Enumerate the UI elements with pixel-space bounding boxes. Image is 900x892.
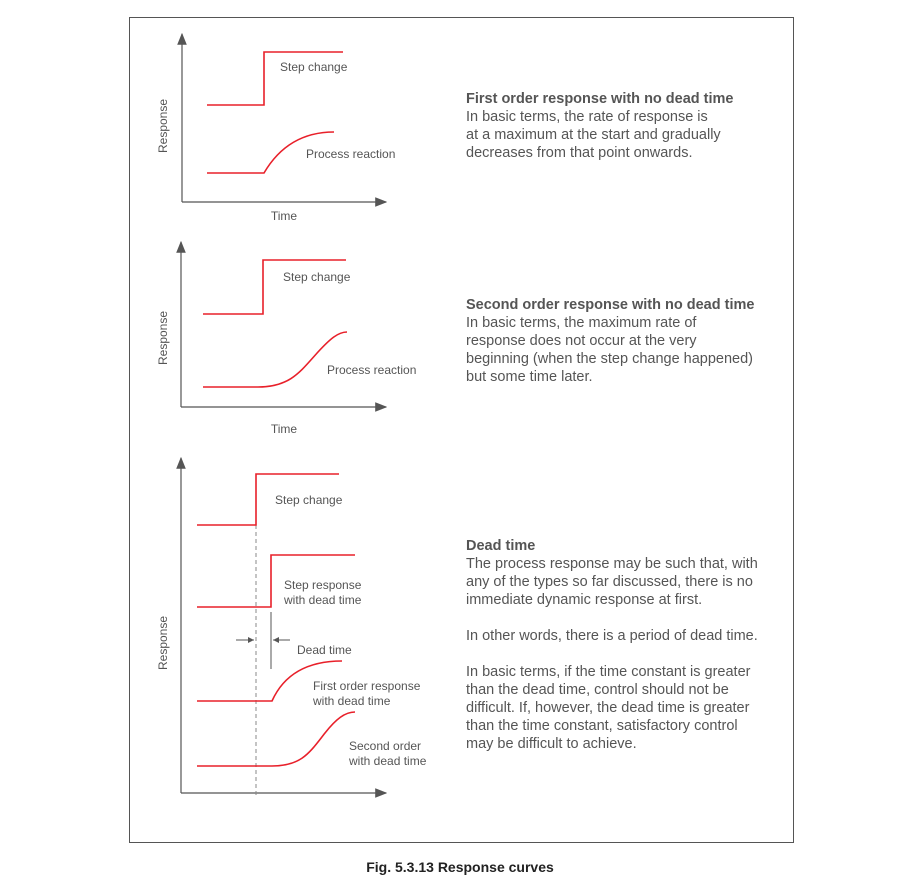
figure-caption: Fig. 5.3.13 Response curves	[366, 859, 554, 875]
step-change-label: Step change	[283, 270, 351, 284]
dead-time-label: Dead time	[297, 643, 352, 657]
first-order-label-1: First order response	[313, 679, 421, 693]
text-line: In basic terms, if the time constant is …	[466, 664, 751, 680]
dead-time-description: Dead time The process response may be su…	[466, 537, 758, 753]
second-order-title: Second order response with no dead time	[466, 297, 755, 313]
text-line: immediate dynamic response at first.	[466, 592, 703, 608]
text-line: difficult. If, however, the dead time is…	[466, 700, 750, 716]
y-axis-label: Response	[156, 99, 170, 153]
text-line: but some time later.	[466, 369, 593, 385]
second-order-label-2: with dead time	[348, 754, 427, 768]
diagram-first-order: Step change Process reaction Response Ti…	[156, 32, 395, 223]
step-change-line	[197, 473, 339, 526]
process-reaction-curve	[203, 331, 348, 388]
text-line: The process response may be such that, w…	[466, 556, 758, 572]
text-line: decreases from that point onwards.	[466, 145, 693, 161]
text-line: at a maximum at the start and gradually	[466, 127, 721, 143]
second-order-label-1: Second order	[349, 739, 421, 753]
text-line: beginning (when the step change happened…	[466, 351, 754, 367]
step-change-line	[203, 259, 346, 315]
text-line: In other words, there is a period of dea…	[466, 628, 758, 644]
text-line: than the time constant, satisfactory con…	[466, 718, 738, 734]
step-change-label: Step change	[280, 60, 348, 74]
step-change-line	[207, 51, 343, 106]
first-order-description: First order response with no dead time I…	[466, 90, 734, 162]
text-line: In basic terms, the rate of response is	[466, 109, 708, 125]
y-axis-label: Response	[156, 616, 170, 670]
y-axis-label: Response	[156, 311, 170, 365]
second-order-dead-time-curve	[197, 711, 356, 767]
step-change-label: Step change	[275, 493, 343, 507]
x-axis-label: Time	[271, 422, 298, 436]
step-response-label-1: Step response	[284, 578, 362, 592]
diagram-dead-time: Step change Step response with dead time…	[156, 456, 427, 798]
diagram-second-order: Step change Process reaction Response Ti…	[156, 240, 416, 436]
second-order-description: Second order response with no dead time …	[466, 296, 754, 386]
text-line: any of the types so far discussed, there…	[466, 574, 753, 590]
process-reaction-label: Process reaction	[306, 147, 395, 161]
text-line: may be difficult to achieve.	[466, 736, 637, 752]
first-order-title: First order response with no dead time	[466, 91, 734, 107]
text-line: In basic terms, the maximum rate of	[466, 315, 697, 331]
step-response-label-2: with dead time	[283, 593, 362, 607]
figure-frame	[129, 17, 794, 843]
text-line: than the dead time, control should not b…	[466, 682, 729, 698]
process-reaction-label: Process reaction	[327, 363, 416, 377]
first-order-label-2: with dead time	[312, 694, 391, 708]
x-axis-label: Time	[271, 209, 298, 223]
first-order-dead-time-curve	[197, 660, 343, 702]
process-reaction-curve	[207, 131, 335, 174]
text-line: response does not occur at the very	[466, 333, 697, 349]
dead-time-title: Dead time	[466, 538, 536, 554]
step-response-dead-time-line	[197, 554, 355, 608]
